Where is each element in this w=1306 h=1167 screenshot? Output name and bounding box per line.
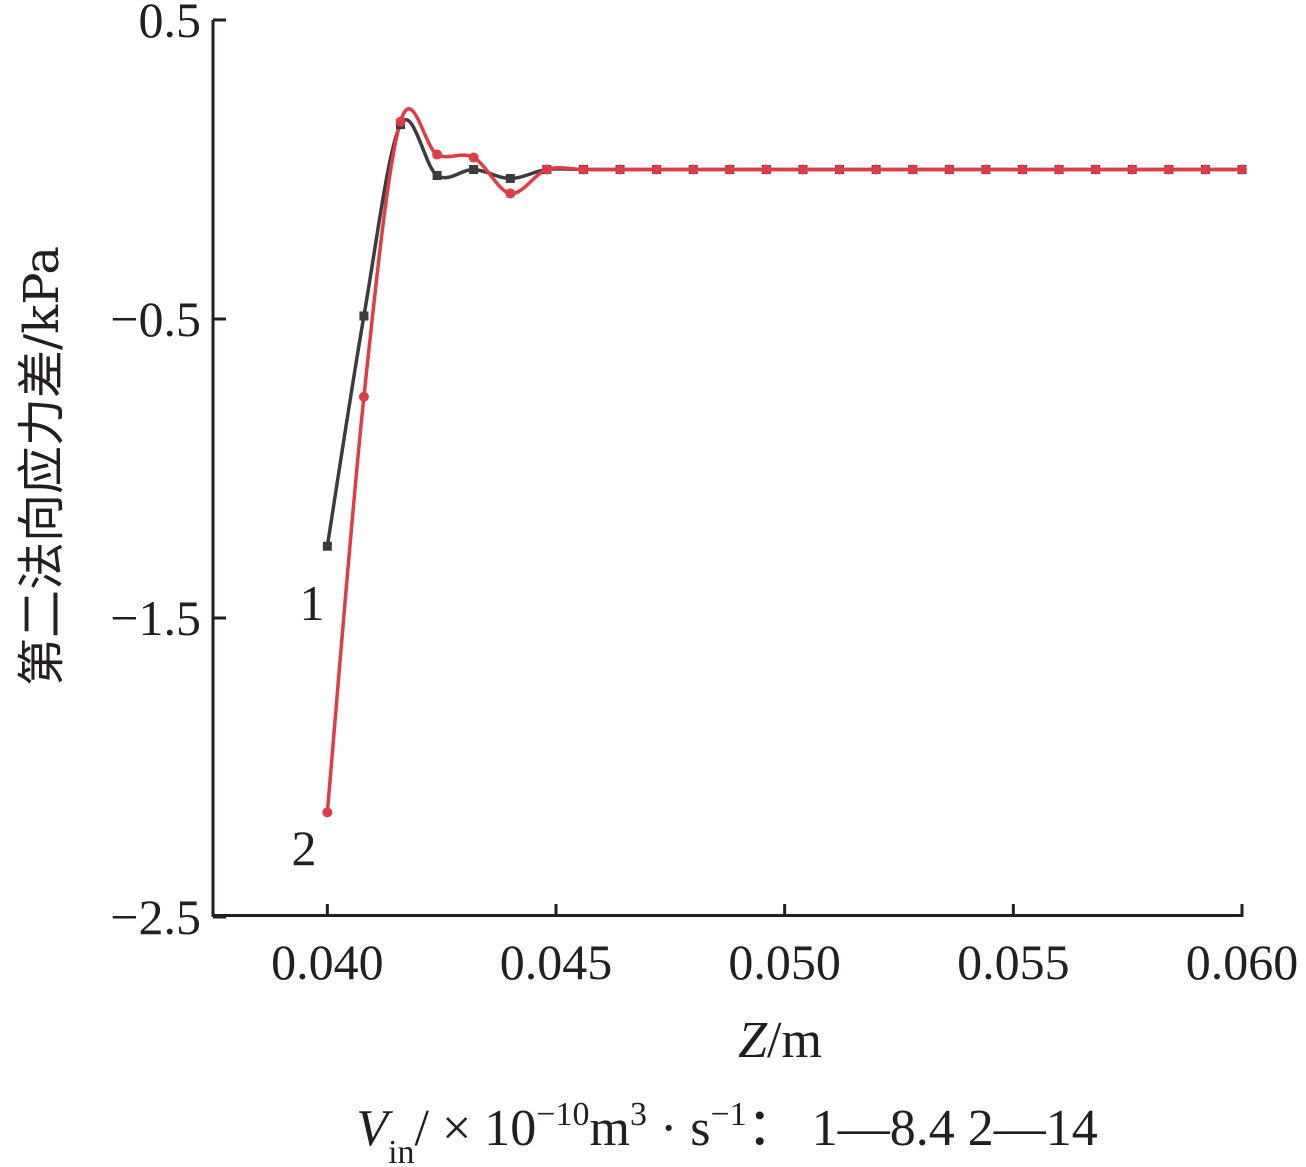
caption-unit-s: · s [647, 1100, 711, 1157]
y-tick-label: 0.5 [139, 0, 202, 48]
series-2-line [325, 107, 1242, 813]
caption-exp-s: −1 [711, 1096, 747, 1133]
series-2-point [505, 188, 516, 199]
series-2-point [797, 164, 808, 175]
ticks: 0.040 0.045 0.050 0.055 0.060 0.5 −0.5 −1.5 −2.5 [110, 0, 1298, 990]
series-1-label: 1 [300, 575, 325, 631]
series-1-point [322, 541, 332, 551]
x-axis-label-var: Z [738, 1012, 768, 1069]
y-axis-label: 第二法向应力差/kPa [14, 246, 70, 686]
caption-unit-m: m [589, 1100, 629, 1157]
series-1-line [325, 118, 1242, 547]
series-2-point [578, 164, 589, 175]
series-1-point [469, 165, 479, 174]
series-1-point [359, 311, 369, 321]
caption-legend-text: ： 1—8.4 2—14 [747, 1100, 1098, 1157]
series-2-point [358, 391, 369, 402]
series-2-point [651, 164, 662, 175]
series-2-point [688, 164, 699, 175]
series-2-point [541, 164, 552, 175]
x-tick-label: 0.055 [957, 934, 1070, 990]
series-2-point [980, 164, 991, 175]
series-1-point [432, 170, 442, 180]
x-tick-label: 0.060 [1186, 934, 1299, 990]
series-2-point [1163, 164, 1174, 175]
series-2-point [432, 149, 443, 160]
series-2-point [944, 164, 955, 175]
series-2-point [907, 164, 918, 175]
series-2-point [322, 807, 333, 818]
caption-var: V [356, 1100, 393, 1157]
x-axis-label-unit: /m [767, 1012, 822, 1069]
series-2-point [834, 164, 845, 175]
series-2-point [1200, 164, 1211, 175]
x-tick-label: 0.045 [500, 934, 613, 990]
series-2-point [1090, 164, 1101, 175]
series-2-point [1054, 164, 1065, 175]
x-tick-label: 0.050 [728, 934, 841, 990]
series-2-point [1127, 164, 1138, 175]
caption-exp-m: 3 [630, 1096, 647, 1133]
legend-caption: Vin/ × 10−10m3 · s−1： 1—8.4 2—14 [356, 1096, 1097, 1167]
y-tick-label: −2.5 [110, 889, 201, 945]
y-tick-label: −1.5 [110, 590, 201, 646]
caption-unit-pre: / × 10 [415, 1100, 537, 1157]
caption-var-sub: in [388, 1134, 414, 1167]
caption-exp-10: −10 [536, 1096, 589, 1133]
x-tick-label: 0.040 [271, 934, 384, 990]
series-2-point [761, 164, 772, 175]
curves [325, 107, 1242, 813]
x-axis-label: Z/m [738, 1012, 822, 1069]
series-2-point [724, 164, 735, 175]
series-2-point [395, 116, 406, 127]
series-1-point [505, 173, 515, 183]
y-tick-label: −0.5 [110, 291, 201, 347]
series-2-point [468, 152, 479, 163]
markers [322, 116, 1247, 818]
series-2-point [1237, 164, 1247, 175]
series-2-label: 2 [292, 820, 317, 876]
axes [211, 20, 1242, 917]
series-2-point [615, 164, 626, 175]
series-2-point [1017, 164, 1028, 175]
series-2-point [871, 164, 882, 175]
